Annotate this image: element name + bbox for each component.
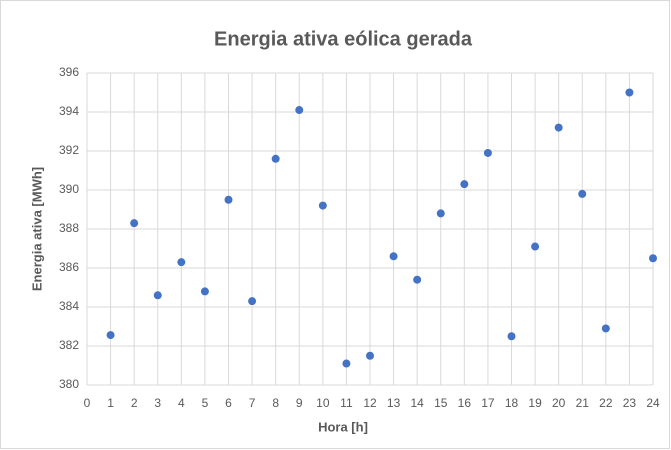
point: [649, 254, 657, 263]
x-tick-label: 11: [340, 396, 353, 410]
y-tick-label: 382: [59, 338, 79, 352]
y-tick-label: 390: [59, 182, 79, 196]
x-axis-title: Hora [h]: [318, 419, 368, 434]
point: [483, 148, 492, 157]
y-tick-label: 380: [59, 377, 79, 391]
point: [625, 88, 634, 97]
point: [248, 297, 257, 306]
x-tick-label: 15: [434, 396, 448, 410]
x-tick-label: 14: [410, 396, 424, 410]
y-tick-label: 394: [59, 104, 79, 118]
point: [507, 332, 516, 341]
point: [460, 180, 469, 189]
y-tick-label: 392: [59, 143, 79, 157]
x-tick-label: 9: [296, 396, 303, 410]
point: [200, 287, 209, 296]
x-tick-label: 18: [505, 396, 519, 410]
x-tick-label: 16: [458, 396, 472, 410]
point: [578, 189, 587, 198]
x-tick-label: 3: [154, 396, 161, 410]
point: [342, 359, 351, 368]
x-tick-label: 5: [202, 396, 209, 410]
x-tick-label: 13: [387, 396, 401, 410]
x-tick-label: 24: [646, 396, 660, 410]
x-tick-label: 12: [363, 396, 377, 410]
x-tick-label: 19: [528, 396, 542, 410]
x-tick-label: 2: [131, 396, 138, 410]
point: [224, 195, 233, 204]
x-tick-label: 10: [316, 396, 330, 410]
y-tick-label: 386: [59, 260, 79, 274]
y-tick-label: 384: [59, 299, 79, 313]
x-tick-label: 6: [225, 396, 232, 410]
chart-title: Energia ativa eólica gerada: [214, 28, 473, 50]
point: [366, 351, 374, 360]
point: [271, 154, 280, 163]
x-tick-label: 23: [623, 396, 637, 410]
x-tick-label: 1: [107, 396, 114, 410]
x-tick-label: 4: [178, 396, 185, 410]
point: [295, 106, 304, 115]
y-tick-label: 396: [59, 65, 79, 79]
x-tick-label: 0: [84, 396, 91, 410]
x-tick-label: 20: [552, 396, 566, 410]
y-axis-title: Energia ativa [MWh]: [29, 167, 44, 291]
point: [318, 201, 327, 210]
point: [130, 219, 139, 228]
point: [389, 252, 398, 261]
point: [106, 331, 115, 340]
x-tick-label: 8: [272, 396, 279, 410]
point: [153, 291, 162, 300]
point: [554, 123, 563, 132]
point: [177, 258, 186, 267]
x-tick-label: 17: [481, 396, 495, 410]
y-tick-label: 388: [59, 221, 79, 235]
point: [601, 324, 610, 333]
x-tick-label: 7: [249, 396, 256, 410]
point: [436, 209, 445, 218]
point: [413, 275, 422, 284]
x-tick-label: 22: [599, 396, 613, 410]
point: [531, 242, 540, 251]
x-tick-label: 21: [576, 396, 590, 410]
